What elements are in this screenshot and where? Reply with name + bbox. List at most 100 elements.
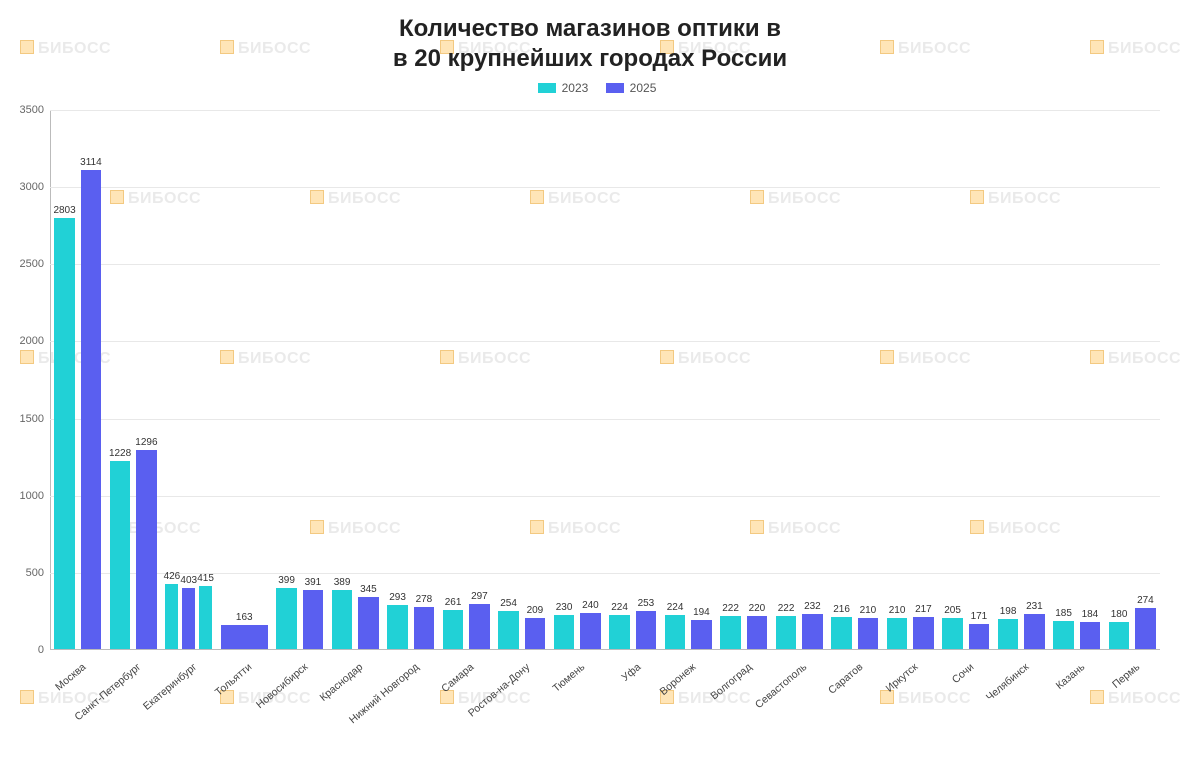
bar-group: 222232Севастополь — [772, 110, 828, 650]
bar-2025: 184 — [1080, 622, 1100, 650]
bar-value-label: 253 — [638, 598, 655, 609]
bar-value-label: 210 — [889, 605, 906, 616]
bar-value-label: 399 — [278, 575, 295, 586]
bar-2023: 222 — [776, 616, 796, 650]
bar-group: 254209Ростов-на-Дону — [494, 110, 550, 650]
x-axis-label: Сочи — [950, 661, 977, 686]
bar-2025: 3114 — [81, 170, 101, 650]
bar-2023: 389 — [332, 590, 352, 650]
bar-2025: 391 — [303, 590, 323, 650]
bar-value-label: 224 — [667, 602, 684, 613]
bar-2023: 261 — [443, 610, 463, 650]
chart-title: Количество магазинов оптики в в 20 крупн… — [0, 0, 1180, 74]
y-tick-label: 0 — [38, 644, 44, 656]
x-axis-label: Челябинск — [984, 661, 1031, 704]
bar-value-label: 1228 — [109, 448, 131, 459]
bar-value-label: 389 — [334, 577, 351, 588]
x-axis-label: Краснодар — [318, 661, 366, 704]
bar-2023: 426 — [165, 584, 178, 650]
bar-2025: 1296 — [136, 450, 156, 650]
bar-group: 216210Саратов — [827, 110, 883, 650]
bar-value-label: 230 — [556, 602, 573, 613]
bar-2025: 278 — [414, 607, 434, 650]
bar-value-label: 391 — [305, 577, 322, 588]
bar-2025: 163 — [221, 625, 268, 650]
x-axis-line — [50, 649, 1160, 650]
bar-2023: 293 — [387, 605, 407, 650]
bar-value-label: 293 — [389, 592, 406, 603]
x-axis-label: Самара — [439, 661, 476, 695]
bar-2025: 345 — [358, 597, 378, 650]
bar-value-label: 220 — [749, 603, 766, 614]
bar-value-label: 180 — [1111, 609, 1128, 620]
bar-value-label: 194 — [693, 607, 710, 618]
bar-group: 426403415Екатеринбург — [161, 110, 217, 650]
legend-swatch-2023 — [538, 83, 556, 93]
y-axis: 0500100015002000250030003500 — [0, 110, 50, 650]
bar-group: 12281296Санкт-Петербург — [106, 110, 162, 650]
x-axis-label: Волгоград — [708, 661, 754, 702]
bar-group: 205171Сочи — [938, 110, 994, 650]
bar-value-label: 2803 — [53, 205, 75, 216]
bar-value-label: 224 — [611, 602, 628, 613]
bar-2023: 254 — [498, 611, 518, 650]
chart-title-line2: в 20 крупнейших городах России — [0, 44, 1180, 74]
bar-2025: 274 — [1135, 608, 1155, 650]
bar-group: 224253Уфа — [605, 110, 661, 650]
bar-group: 198231Челябинск — [994, 110, 1050, 650]
y-tick-label: 1000 — [20, 490, 44, 502]
bar-value-label: 232 — [804, 601, 821, 612]
bar-group: 261297Самара — [439, 110, 495, 650]
y-tick-label: 500 — [26, 567, 44, 579]
bar-2025: 240 — [580, 613, 600, 650]
bar-group: 230240Тюмень — [550, 110, 606, 650]
legend-label-2025: 2025 — [630, 81, 657, 95]
x-axis-label: Новосибирск — [254, 661, 310, 711]
bar-2025: 232 — [802, 614, 822, 650]
bar-value-label: 163 — [236, 612, 253, 623]
bar-group: 389345Краснодар — [328, 110, 384, 650]
bar-value-label: 278 — [416, 594, 433, 605]
legend-swatch-2025 — [606, 83, 624, 93]
bar-2023: 1228 — [110, 461, 130, 650]
chart-legend: 2023 2025 — [0, 80, 1180, 95]
bar-2025: 217 — [913, 617, 933, 650]
bar-2023: 2803 — [54, 218, 74, 650]
x-axis-label: Севастополь — [753, 661, 809, 711]
bar-2023: 224 — [665, 615, 685, 650]
bar-value-label: 261 — [445, 597, 462, 608]
bar-2025: 194 — [691, 620, 711, 650]
y-tick-label: 3000 — [20, 181, 44, 193]
bar-value-label: 171 — [971, 611, 988, 622]
y-tick-label: 3500 — [20, 104, 44, 116]
bar-value-label: 415 — [197, 573, 214, 584]
bar-group: 163Тольятти — [217, 110, 273, 650]
x-axis-label: Воронеж — [658, 661, 699, 698]
bar-2025: 253 — [636, 611, 656, 650]
x-axis-label: Иркутск — [884, 661, 921, 695]
bar-group: 399391Новосибирск — [272, 110, 328, 650]
bar-2023: 224 — [609, 615, 629, 650]
bar-2023: 222 — [720, 616, 740, 650]
bar-2023: 205 — [942, 618, 962, 650]
bar-2023: 185 — [1053, 621, 1073, 650]
bar-value-label: 1296 — [135, 437, 157, 448]
bar-2025: 297 — [469, 604, 489, 650]
bar-2023: 210 — [887, 618, 907, 650]
bar-group: 224194Воронеж — [661, 110, 717, 650]
bar-value-label: 403 — [180, 575, 197, 586]
x-axis-label: Казань — [1053, 661, 1087, 692]
bar-2025: 403 — [182, 588, 195, 650]
x-axis-label: Тольятти — [213, 661, 254, 698]
bar-2023: 180 — [1109, 622, 1129, 650]
bar-value-label: 209 — [527, 605, 544, 616]
bar-2023: 399 — [276, 588, 296, 650]
bar-2025: 210 — [858, 618, 878, 650]
bar-2025: 209 — [525, 618, 545, 650]
bar-2025: 171 — [969, 624, 989, 650]
bar-value-label: 240 — [582, 600, 599, 611]
bar-value-label: 222 — [722, 603, 739, 614]
bar-group: 222220Волгоград — [716, 110, 772, 650]
legend-label-2023: 2023 — [562, 81, 589, 95]
y-tick-label: 2000 — [20, 335, 44, 347]
